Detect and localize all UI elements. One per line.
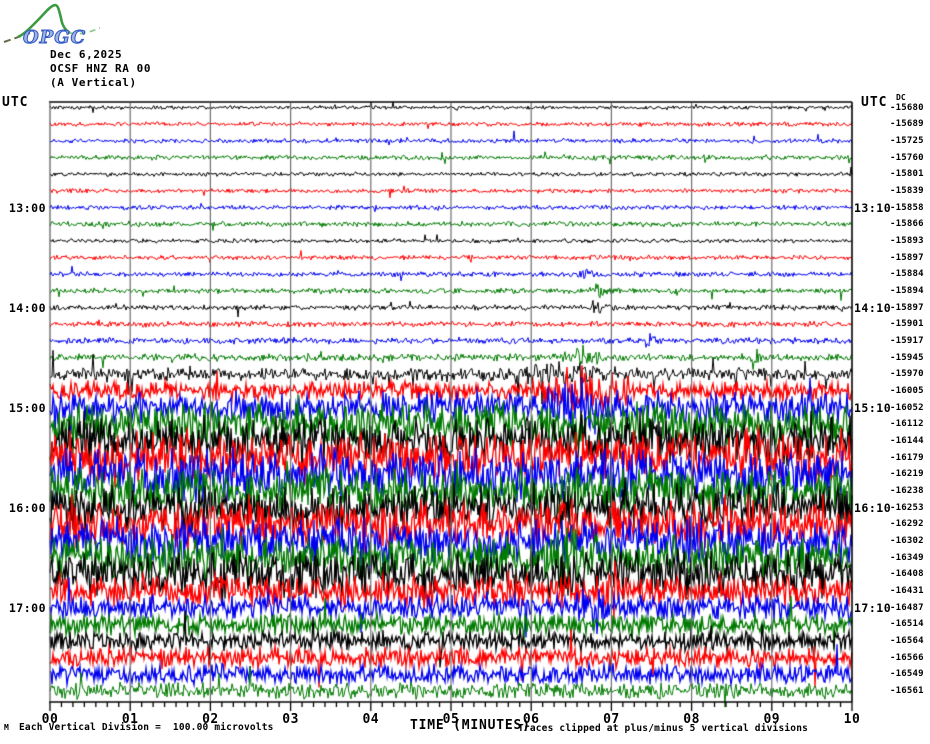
dc-value-label: -15866 (890, 219, 924, 230)
dc-value-label: -16561 (890, 685, 924, 696)
dc-value-label: -15839 (890, 185, 924, 196)
dc-value-label: -16549 (890, 669, 924, 680)
corner-mark: M (4, 723, 9, 732)
x-axis-tick-label: 01 (121, 712, 139, 727)
utc-label-left: UTC (2, 95, 29, 110)
x-axis-tick-label: 09 (763, 712, 781, 727)
dc-value-label: -15893 (890, 235, 924, 246)
logo-text: OPGC (23, 27, 86, 48)
x-axis-tick-label: 06 (522, 712, 540, 727)
dc-value-label: -15894 (890, 285, 924, 296)
hour-label-right: 15:10 (854, 400, 892, 415)
x-axis-tick-label: 10 (843, 712, 861, 727)
x-axis-tick-label: 07 (603, 712, 620, 727)
dc-value-label: -16052 (890, 402, 924, 413)
dc-value-label: -15945 (890, 352, 924, 363)
x-axis-tick-label: 04 (362, 712, 380, 727)
clip-note: Traces clipped at plus/minus 5 vertical … (518, 723, 809, 734)
scale-note: Each Vertical Division = 100.00 microvol… (19, 722, 274, 733)
x-axis-tick-label: 05 (442, 712, 460, 727)
dc-value-label: -15680 (890, 102, 924, 113)
hour-label-left: 16:00 (8, 500, 46, 515)
utc-label-right: UTC (861, 95, 888, 110)
hour-label-left: 14:00 (8, 300, 46, 315)
dc-value-label: -16219 (890, 469, 924, 480)
dc-value-label: -16349 (890, 552, 924, 563)
dc-value-label: -15970 (890, 369, 924, 380)
hour-label-right: 16:10 (854, 500, 892, 515)
dc-value-label: -16112 (890, 419, 924, 430)
dc-value-label: -15760 (890, 152, 924, 163)
dc-value-label: -16564 (890, 635, 924, 646)
x-axis-tick-label: 00 (41, 712, 59, 727)
dc-value-label: -15858 (890, 202, 924, 213)
dc-value-label: -16253 (890, 502, 924, 513)
dc-unit-label: DC (896, 93, 906, 102)
x-axis-tick-label: 02 (202, 712, 219, 727)
logo-mountain-curve (17, 3, 71, 39)
opgc-logo: OPGC (3, 3, 101, 49)
hour-label-right: 13:10 (854, 200, 892, 215)
x-axis-tick-label: 08 (683, 712, 700, 727)
header-component: (A Vertical) (50, 76, 137, 89)
dc-value-label: -16292 (890, 519, 924, 530)
hour-label-right: 17:10 (854, 600, 892, 615)
dc-value-label: -16238 (890, 485, 924, 496)
header-station: OCSF HNZ RA 00 (50, 62, 152, 75)
dc-value-label: -16487 (890, 602, 924, 613)
logo-dash-left (3, 32, 31, 43)
hour-label-left: 17:00 (8, 600, 46, 615)
dc-value-label: -15897 (890, 252, 924, 263)
x-axis-tick-label: 03 (282, 712, 299, 727)
dc-value-label: -16408 (890, 569, 924, 580)
dc-value-label: -16005 (890, 385, 924, 396)
dc-value-label: -16144 (890, 435, 924, 446)
dc-value-label: -15917 (890, 335, 924, 346)
header-date: Dec 6,2025 (50, 48, 123, 61)
x-axis-title: TIME (MINUTES) (410, 718, 531, 733)
hour-label-left: 13:00 (8, 200, 46, 215)
dc-value-label: -15897 (890, 302, 924, 313)
dc-value-label: -16566 (890, 652, 924, 663)
dc-value-label: -16179 (890, 452, 924, 463)
dc-value-label: -15725 (890, 135, 924, 146)
logo-dash-right (69, 27, 101, 35)
dc-value-label: -16514 (890, 619, 924, 630)
dc-value-label: -16302 (890, 535, 924, 546)
dc-value-label: -15884 (890, 269, 924, 280)
dc-value-label: -15689 (890, 119, 924, 130)
dc-value-label: -16431 (890, 585, 924, 596)
hour-label-right: 14:10 (854, 300, 892, 315)
hour-label-left: 15:00 (8, 400, 46, 415)
dc-value-label: -15801 (890, 169, 924, 180)
dc-value-label: -15901 (890, 319, 924, 330)
